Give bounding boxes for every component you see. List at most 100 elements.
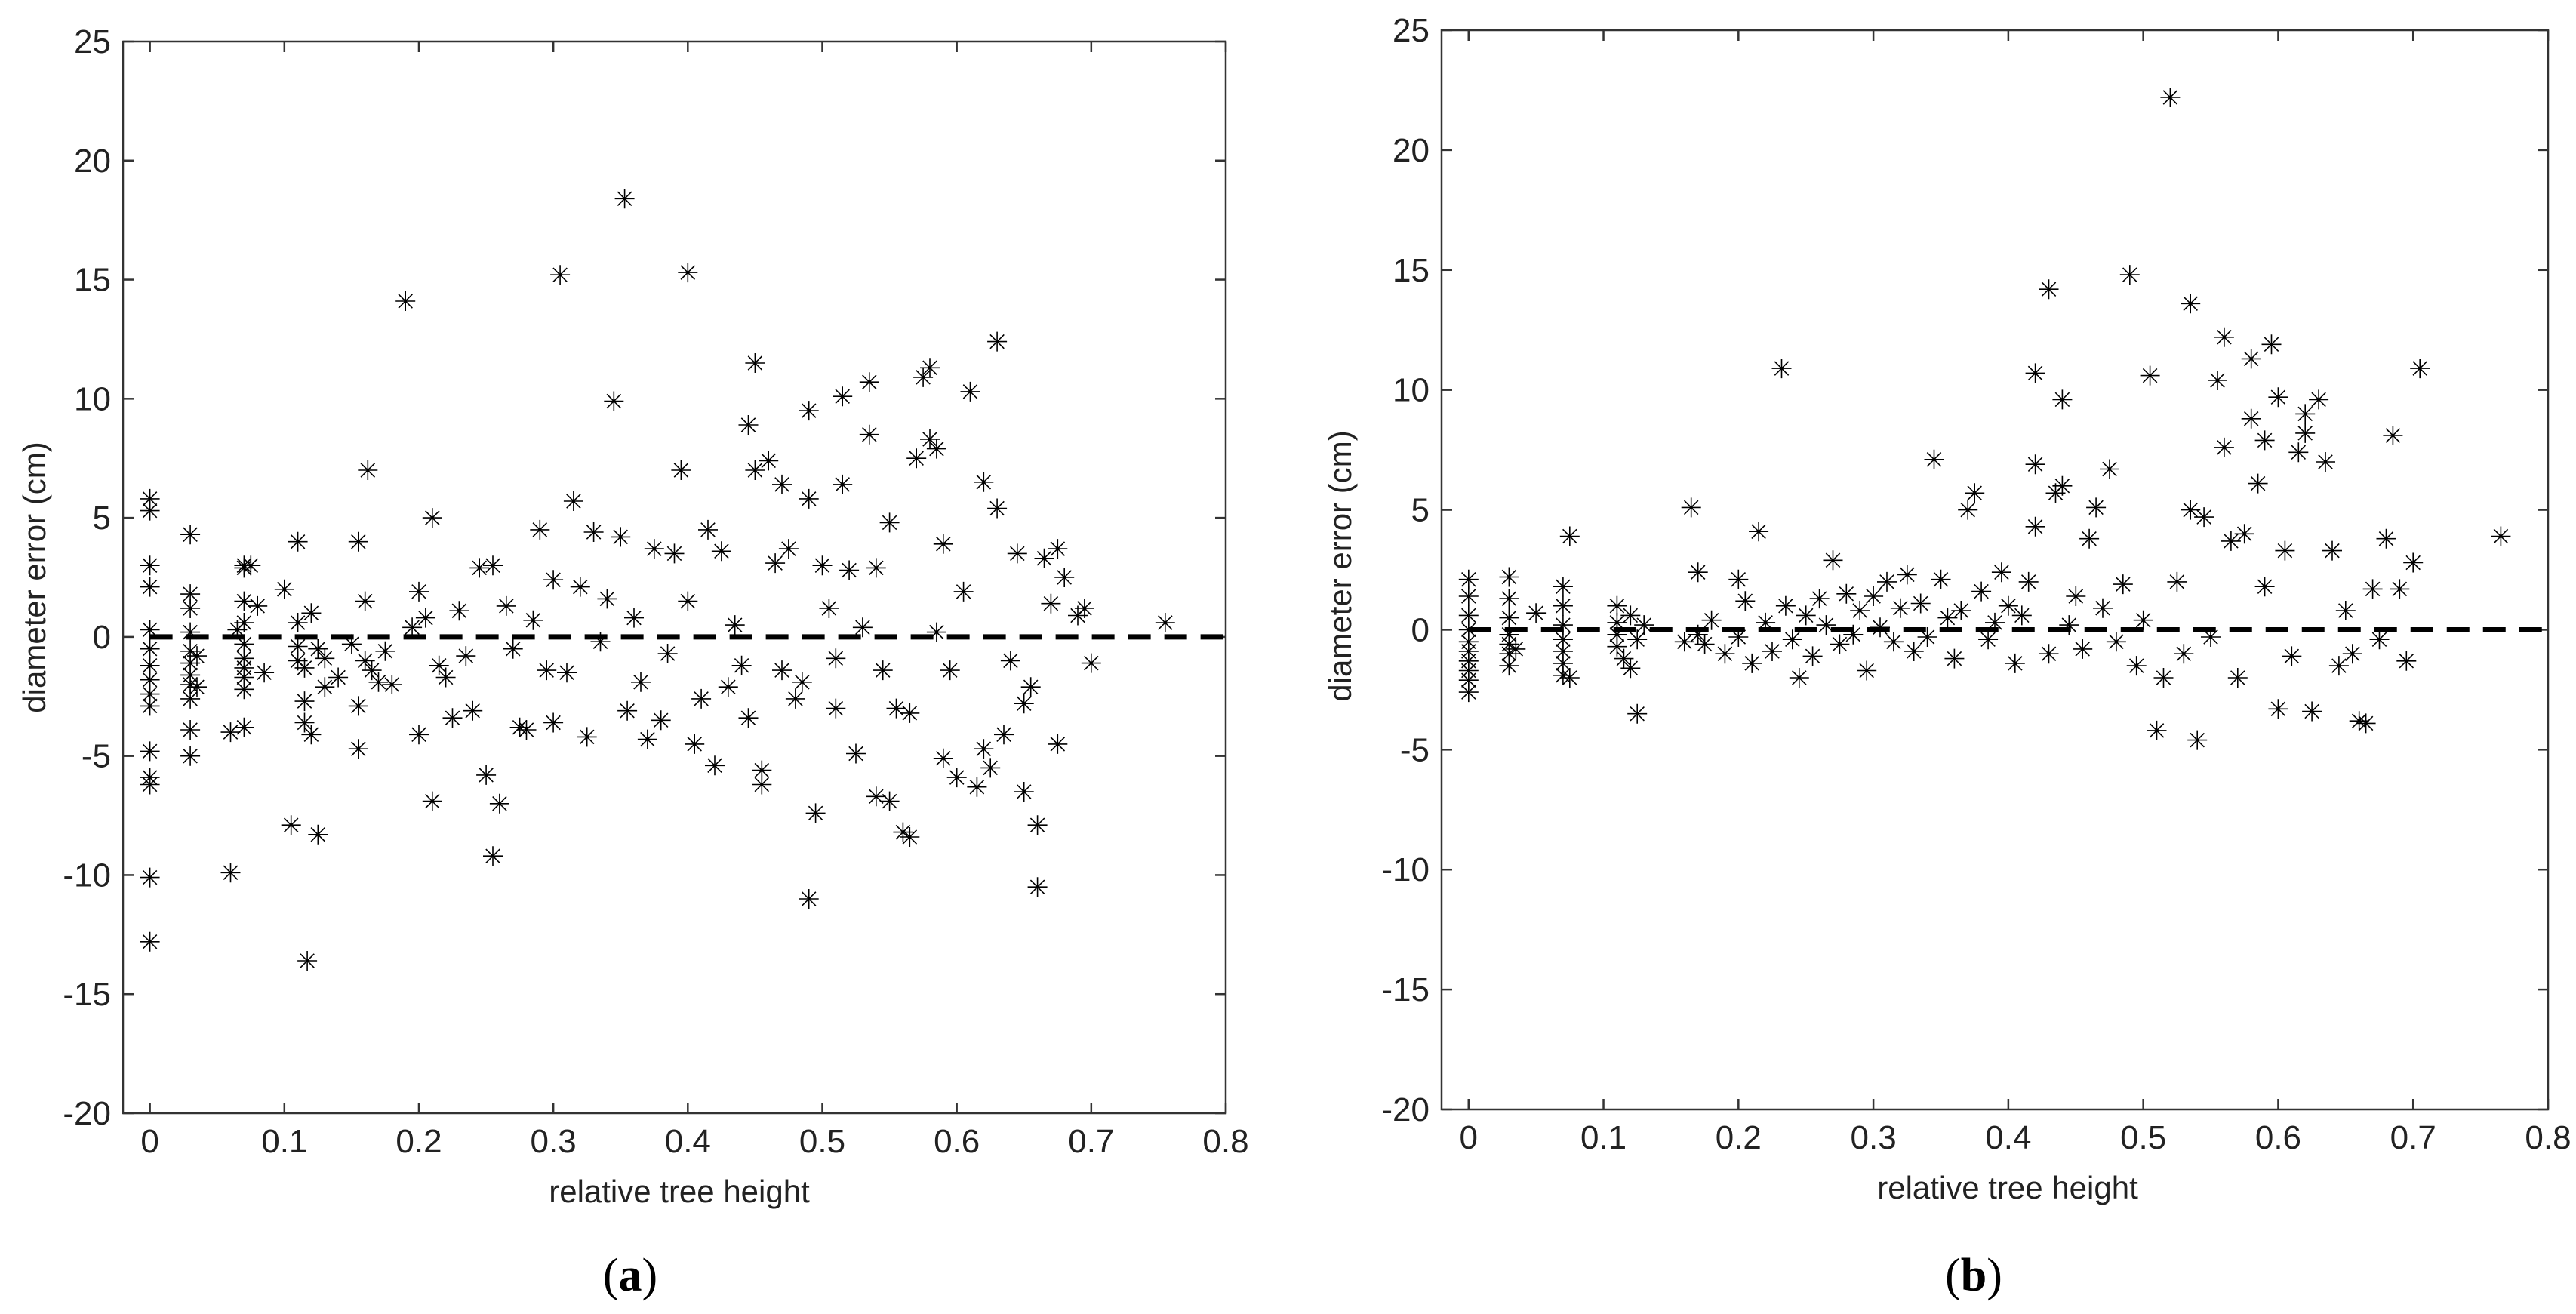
data-point (1553, 642, 1573, 661)
y-tick-25-label: 25 (1393, 12, 1430, 49)
data-point (900, 703, 920, 723)
data-point (435, 667, 456, 688)
data-point (1458, 605, 1479, 626)
data-point (886, 698, 906, 719)
data-point (2254, 430, 2275, 451)
data-point (967, 777, 987, 797)
data-point (2342, 644, 2362, 664)
y-tick-neg5-label: -5 (1400, 731, 1430, 768)
data-point (1458, 670, 1479, 691)
data-point (422, 508, 442, 528)
data-point (523, 610, 543, 630)
data-point (1749, 522, 1769, 542)
data-point (738, 415, 759, 435)
data-point (2309, 389, 2329, 410)
data-point (1850, 601, 1870, 620)
data-point (637, 729, 657, 749)
data-point (2181, 294, 2201, 314)
data-point (274, 579, 294, 599)
chart-panel-b: 0 0.1 0.2 0.3 0.4 0.5 0.6 0.7 0.8 -20 -15 -10 -5 0 5 10… (1322, 12, 2571, 1301)
data-point (577, 727, 597, 747)
x-tick-0-2-label: 0.2 (395, 1123, 442, 1160)
data-point (1958, 500, 1978, 520)
data-point (341, 634, 362, 654)
axis-ticks: 0 0.1 0.2 0.3 0.4 0.5 0.6 0.7 0.8 -20 -15 -10 -5 0 5 10… (63, 23, 1248, 1160)
data-point (2376, 528, 2396, 549)
data-point (294, 691, 315, 712)
data-point (812, 555, 833, 576)
data-point (1910, 593, 1931, 614)
data-point (180, 688, 201, 709)
data-point (2241, 349, 2261, 369)
data-point (2005, 653, 2025, 673)
data-point (368, 672, 389, 692)
data-point (234, 634, 254, 654)
data-point (1627, 629, 1648, 650)
data-point (852, 617, 873, 638)
data-point (2261, 334, 2282, 355)
data-point (1027, 815, 1048, 835)
data-point (315, 648, 335, 669)
data-point (140, 684, 160, 704)
x-tick-0-6-label: 0.6 (934, 1123, 980, 1160)
data-point (711, 541, 731, 562)
data-point (1559, 526, 1580, 546)
data-point (422, 791, 442, 811)
data-point (429, 655, 449, 675)
data-point (516, 720, 537, 740)
data-point (220, 863, 241, 883)
data-point (799, 401, 819, 421)
x-tick-0-8-label: 0.8 (2525, 1119, 2571, 1156)
data-point (2187, 730, 2208, 750)
data-point (846, 743, 866, 764)
data-point (1000, 651, 1020, 671)
data-point (375, 641, 395, 661)
data-point (2093, 598, 2113, 618)
data-point (1771, 359, 1792, 379)
data-point (2491, 526, 2511, 546)
data-point (469, 558, 490, 578)
y-tick-15-label: 15 (74, 262, 111, 299)
data-point (180, 653, 201, 673)
data-point (557, 663, 577, 683)
data-point (355, 591, 375, 611)
data-point (476, 765, 497, 785)
data-point (355, 651, 375, 671)
data-point (2119, 265, 2140, 285)
data-point (1054, 568, 1075, 587)
data-point (2045, 483, 2066, 503)
data-point (140, 620, 160, 640)
data-point (987, 498, 1008, 519)
data-point (1924, 449, 1944, 469)
data-point (2214, 327, 2234, 347)
data-point (1068, 605, 1088, 626)
data-point (974, 739, 994, 759)
data-point (859, 372, 879, 392)
data-point (590, 632, 611, 652)
data-point (1951, 601, 1971, 620)
data-point (685, 734, 705, 754)
y-tick-0-label: 0 (1411, 611, 1430, 648)
data-point (1607, 636, 1627, 657)
data-point (1634, 615, 1654, 635)
data-point (785, 688, 805, 709)
data-point (1014, 782, 1034, 802)
data-points (140, 189, 1175, 971)
data-point (248, 595, 268, 616)
data-point (1607, 595, 1627, 616)
data-point (1728, 627, 1749, 647)
data-point (382, 675, 402, 694)
data-point (140, 741, 160, 762)
data-point (456, 646, 476, 666)
data-point (611, 527, 631, 547)
data-point (745, 460, 765, 480)
x-axis-label: relative tree height (1877, 1170, 2138, 1205)
data-point (1020, 677, 1041, 697)
data-point (2349, 711, 2369, 731)
data-point (879, 512, 900, 533)
data-point (550, 265, 571, 285)
data-point (180, 641, 201, 661)
x-tick-0-label: 0 (140, 1123, 158, 1160)
data-point (604, 391, 624, 411)
